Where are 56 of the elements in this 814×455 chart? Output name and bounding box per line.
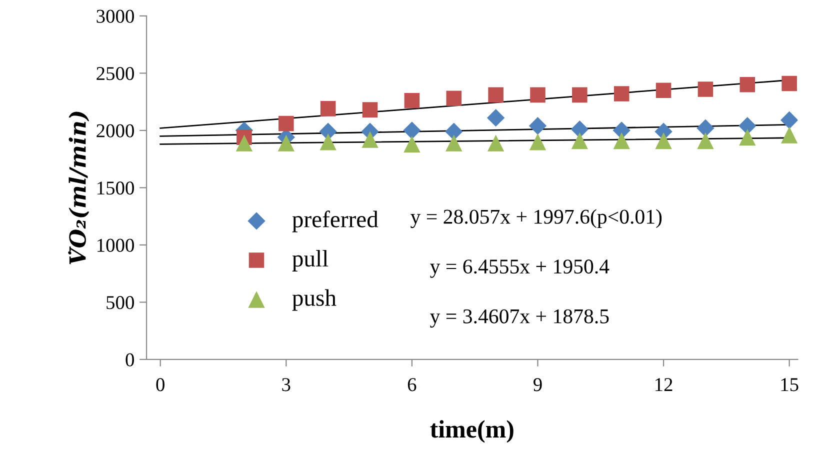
y-axis-title: V̇O₂(ml/min): [68, 112, 90, 264]
point: [739, 128, 756, 146]
annotation: y = 3.4607x + 1878.5: [430, 309, 609, 328]
legend-label: pull: [292, 250, 328, 272]
point: [404, 93, 420, 108]
point: [698, 82, 714, 97]
point: [697, 132, 714, 150]
point: [528, 117, 547, 135]
y-tick-label: 2000: [96, 124, 134, 138]
point: [738, 117, 756, 135]
point: [696, 119, 714, 137]
point: [403, 122, 421, 140]
point: [236, 134, 253, 152]
y-tick-label: 500: [106, 296, 134, 310]
point: [782, 76, 797, 92]
x-tick-label: 12: [656, 378, 672, 391]
y-tick-label: 3000: [96, 10, 134, 23]
point: [781, 126, 798, 144]
point: [614, 86, 630, 102]
point: [320, 101, 336, 116]
y-tick-label: 2500: [96, 66, 134, 80]
x-tick-label: 9: [534, 378, 542, 392]
point: [320, 134, 336, 150]
point: [655, 132, 672, 150]
point: [446, 90, 462, 106]
annotation: y = 6.4555x + 1950.4: [430, 260, 610, 278]
point: [487, 134, 504, 152]
annotation: y = 28.057x + 1997.6(p<0.01): [410, 209, 662, 228]
point: [529, 134, 546, 150]
x-axis-title: time(m): [430, 420, 514, 443]
point: [780, 111, 798, 129]
point: [740, 76, 756, 92]
point: [278, 134, 294, 152]
x-tick-label: 6: [408, 378, 416, 392]
x-tick-label: 3: [282, 378, 290, 392]
legend-label: preferred: [292, 210, 378, 232]
point: [656, 82, 672, 98]
y-tick-label: 1500: [98, 182, 134, 195]
point: [446, 134, 462, 152]
point: [613, 132, 630, 150]
point: [445, 122, 463, 140]
point: [530, 87, 546, 103]
point: [362, 131, 378, 148]
y-tick-label: 0: [126, 353, 134, 366]
legend-label: push: [292, 289, 336, 311]
point: [362, 102, 378, 118]
point: [488, 87, 504, 103]
point: [572, 87, 588, 103]
point: [570, 120, 589, 138]
point: [404, 136, 420, 153]
point: [571, 132, 588, 150]
x-tick-label: 0: [156, 378, 164, 392]
y-tick-label: 1000: [98, 238, 134, 252]
point: [486, 109, 505, 127]
point: [278, 116, 294, 132]
x-tick-label: 15: [781, 378, 798, 392]
